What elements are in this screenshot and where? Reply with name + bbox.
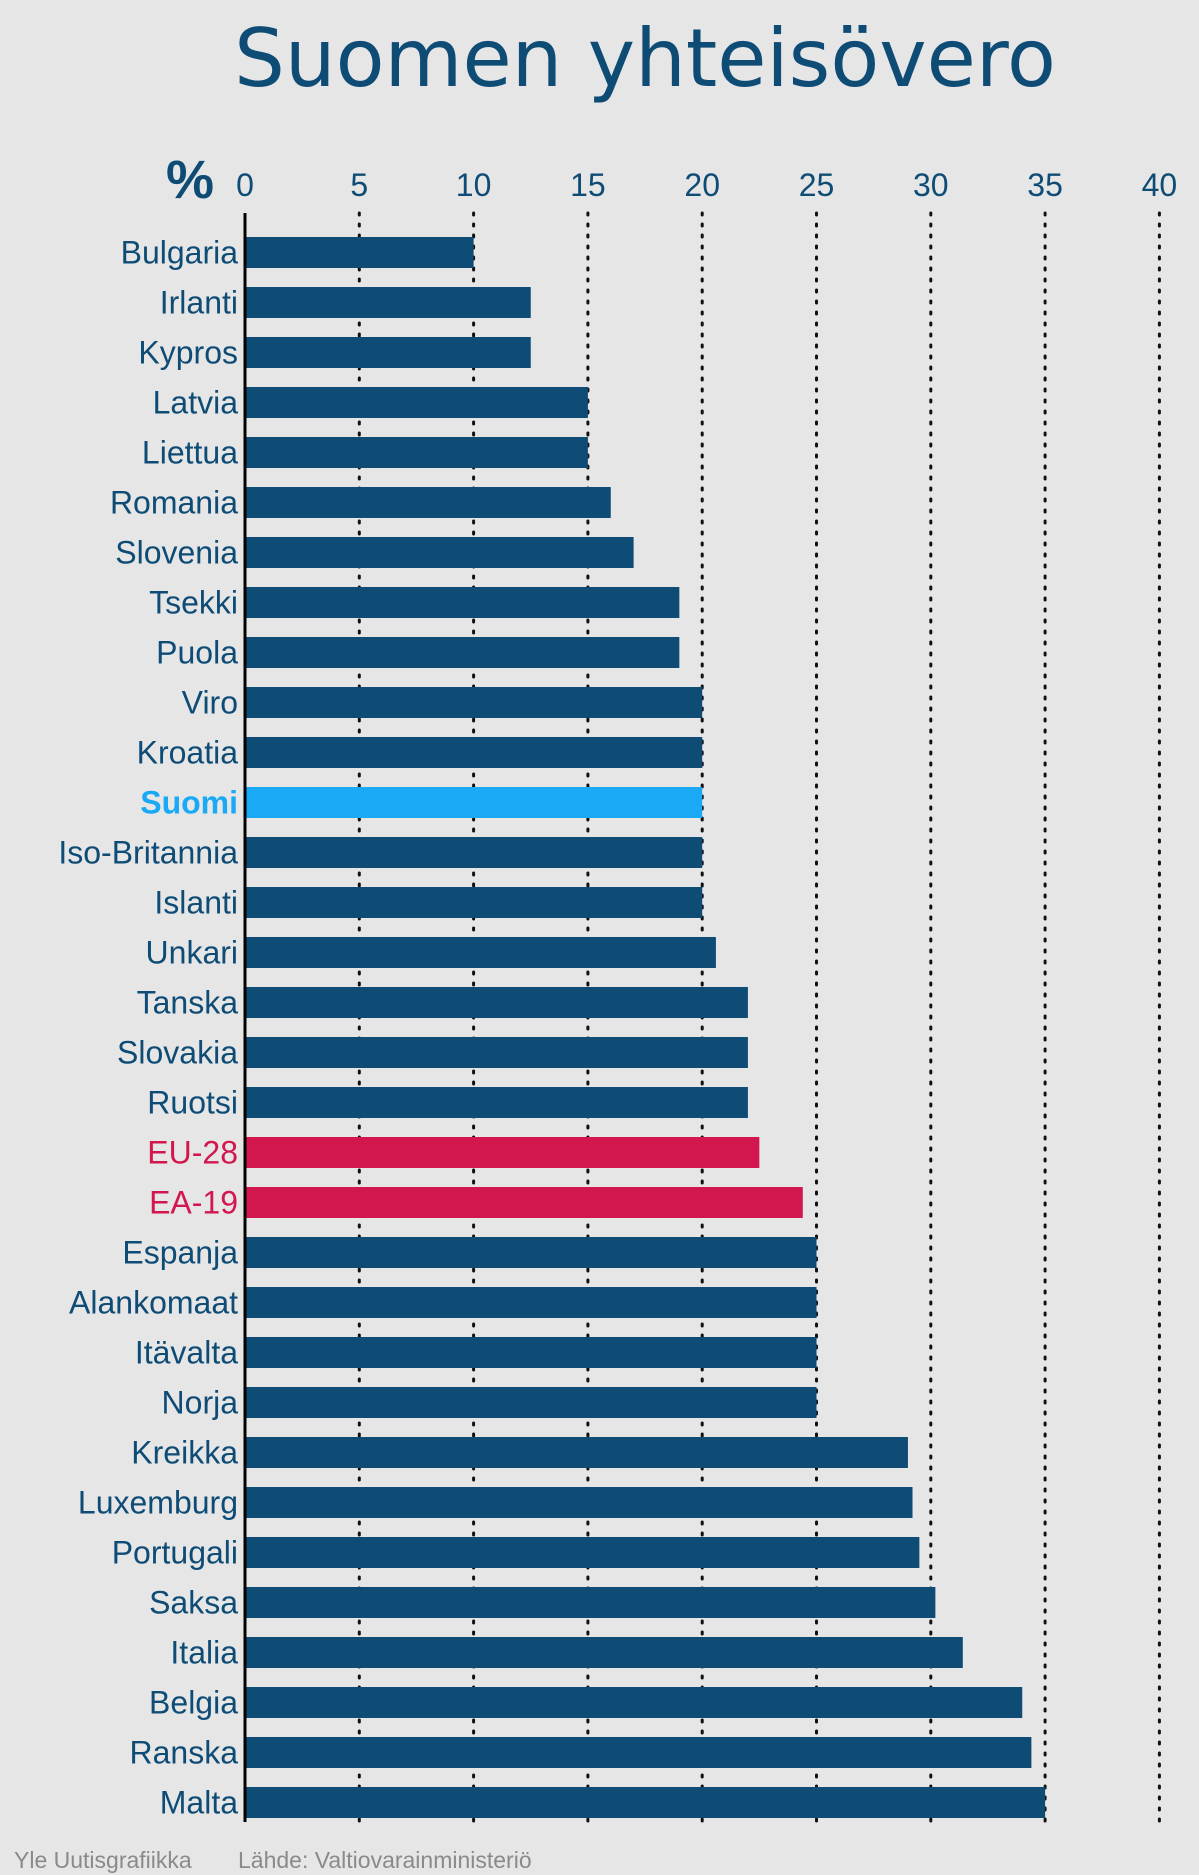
x-tick-label: 15	[570, 167, 606, 203]
category-label: Unkari	[146, 935, 238, 971]
bar	[245, 387, 588, 418]
category-label: Espanja	[122, 1235, 238, 1271]
x-tick-label: 20	[684, 167, 720, 203]
bar	[245, 1637, 963, 1668]
category-label: Portugali	[112, 1535, 238, 1571]
category-label: Liettua	[142, 435, 238, 471]
bar	[245, 487, 611, 518]
bar	[245, 1187, 803, 1218]
x-tick-label: 5	[350, 167, 368, 203]
bar	[245, 1137, 760, 1168]
bar	[245, 987, 748, 1018]
bar	[245, 937, 716, 968]
category-label: Saksa	[149, 1585, 238, 1621]
bar	[245, 1337, 817, 1368]
bar	[245, 537, 634, 568]
category-label: Belgia	[149, 1685, 238, 1721]
x-tick-label: 40	[1142, 167, 1178, 203]
category-label: Alankomaat	[69, 1285, 238, 1321]
bar	[245, 1537, 920, 1568]
category-label: Romania	[110, 485, 238, 521]
category-label: Ranska	[130, 1735, 239, 1771]
category-label: Bulgaria	[121, 235, 239, 271]
category-label: Kroatia	[137, 735, 239, 771]
bar	[245, 687, 703, 718]
bar	[245, 1687, 1023, 1718]
bar	[245, 1237, 817, 1268]
category-label: Ruotsi	[147, 1085, 238, 1121]
category-label: Luxemburg	[78, 1485, 238, 1521]
category-label: Irlanti	[160, 285, 238, 321]
category-label: EU-28	[147, 1135, 238, 1171]
bar	[245, 1437, 908, 1468]
category-label: Iso-Britannia	[58, 835, 238, 871]
category-label: Puola	[156, 635, 238, 671]
x-tick-label: 35	[1027, 167, 1063, 203]
x-tick-label: 0	[236, 167, 254, 203]
category-label: Slovenia	[115, 535, 238, 571]
category-label: Norja	[162, 1385, 239, 1421]
x-tick-label: 25	[799, 167, 835, 203]
category-label: Viro	[182, 685, 238, 721]
category-label: Kypros	[138, 335, 238, 371]
bar	[245, 437, 588, 468]
category-label: Malta	[160, 1785, 238, 1821]
bar	[245, 1487, 913, 1518]
unit-label: %	[166, 150, 214, 210]
bar	[245, 1787, 1046, 1818]
bar	[245, 1737, 1032, 1768]
bar	[245, 1287, 817, 1318]
bar	[245, 837, 703, 868]
x-tick-label: 10	[456, 167, 492, 203]
bar	[245, 1087, 748, 1118]
category-label: Kreikka	[131, 1435, 238, 1471]
bar	[245, 787, 703, 818]
bar	[245, 887, 703, 918]
bars	[245, 237, 1046, 1818]
category-label: Islanti	[154, 885, 238, 921]
x-tick-label: 30	[913, 167, 949, 203]
category-label: Tanska	[137, 985, 239, 1021]
bar	[245, 1587, 936, 1618]
bar	[245, 1037, 748, 1068]
category-label: Itävalta	[135, 1335, 238, 1371]
chart-title: Suomen yhteisövero	[234, 12, 1056, 105]
bar	[245, 287, 531, 318]
bar	[245, 737, 703, 768]
category-labels: Bulgaria Irlanti Kypros Latvia Liettua Romani…	[58, 235, 238, 1821]
category-label: Slovakia	[117, 1035, 238, 1071]
category-label: Tsekki	[149, 585, 238, 621]
x-tick-labels: 0 5 10 15 20 25 30 35 40	[236, 167, 1177, 203]
bar	[245, 337, 531, 368]
category-label: Italia	[170, 1635, 238, 1671]
bar	[245, 637, 680, 668]
bar	[245, 587, 680, 618]
category-label: Latvia	[153, 385, 239, 421]
bar	[245, 237, 474, 268]
bar	[245, 1387, 817, 1418]
footer-source: Lähde: Valtiovarainministeriö	[238, 1847, 532, 1873]
footer-credit: Yle Uutisgrafiikka	[14, 1847, 192, 1873]
category-label: EA-19	[149, 1185, 238, 1221]
category-label: Suomi	[140, 785, 238, 821]
